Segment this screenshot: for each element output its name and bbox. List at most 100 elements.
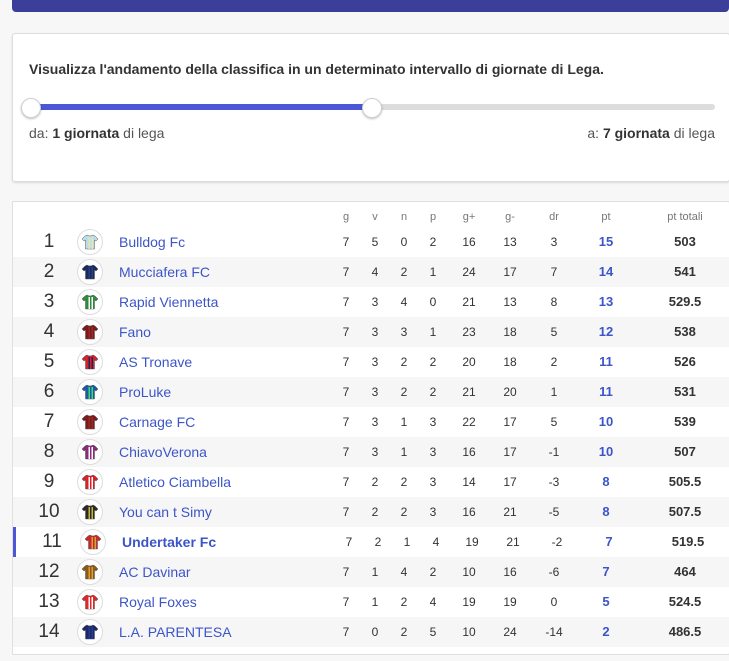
stat-dr: 0 — [550, 595, 558, 609]
table-row[interactable]: 3 Rapid Viennetta 7 3 4 0 21 13 8 13 529.5 — [13, 287, 729, 317]
stat-total-points: 507 — [674, 444, 696, 459]
range-to-label: a: 7 giornata di lega — [587, 125, 715, 141]
stat-dr: -3 — [548, 475, 560, 489]
stat-v: 5 — [371, 235, 379, 249]
stat-n: 1 — [400, 415, 408, 429]
table-row[interactable]: 6 ProLuke 7 3 2 2 21 20 1 11 531 — [13, 377, 729, 407]
table-row[interactable]: 14 L.A. PARENTESA 7 0 2 5 10 24 -14 2 486.5 — [13, 617, 729, 647]
table-row[interactable]: 13 Royal Foxes 7 1 2 4 19 19 0 5 524.5 — [13, 587, 729, 617]
stat-gf: 10 — [462, 565, 476, 579]
team-name-link[interactable]: AS Tronave — [119, 354, 193, 370]
table-row[interactable]: 9 Atletico Ciambella 7 2 2 3 14 17 -3 8 505.5 — [13, 467, 729, 497]
team-jersey-icon — [77, 379, 103, 405]
stat-g: 7 — [342, 265, 350, 279]
team-name-link[interactable]: You can t Simy — [119, 504, 212, 520]
to-suffix: di lega — [673, 125, 715, 141]
stat-ga: 17 — [503, 445, 517, 459]
team-jersey-icon — [77, 409, 103, 435]
team-name-link[interactable]: Mucciafera FC — [119, 264, 211, 280]
col-header-v: v — [372, 211, 378, 223]
team-rank: 5 — [43, 351, 55, 372]
stat-points: 13 — [598, 294, 614, 309]
stat-g: 7 — [342, 295, 350, 309]
from-value: 1 giornata — [52, 125, 120, 141]
stat-n: 1 — [403, 535, 411, 549]
stat-ga: 17 — [503, 265, 517, 279]
stat-gf: 16 — [462, 235, 476, 249]
team-name-link[interactable]: Atletico Ciambella — [119, 474, 232, 490]
table-row[interactable]: 2 Mucciafera FC 7 4 2 1 24 17 7 14 541 — [13, 257, 729, 287]
stat-total-points: 524.5 — [668, 594, 702, 609]
team-jersey-icon — [77, 559, 103, 585]
team-rank: 7 — [43, 411, 55, 432]
range-start-handle[interactable] — [21, 98, 41, 118]
stat-total-points: 526 — [674, 354, 696, 369]
stat-points: 12 — [598, 324, 614, 339]
team-name-link[interactable]: ProLuke — [119, 384, 172, 400]
team-rank: 4 — [43, 321, 55, 342]
stat-g: 7 — [342, 355, 350, 369]
table-row[interactable]: 7 Carnage FC 7 3 1 3 22 17 5 10 539 — [13, 407, 729, 437]
stat-g: 7 — [342, 625, 350, 639]
stat-ga: 21 — [503, 505, 517, 519]
table-row[interactable]: 12 AC Davinar 7 1 4 2 10 16 -6 7 464 — [13, 557, 729, 587]
table-row[interactable]: 11 Undertaker Fc 7 2 1 4 19 21 -2 7 519.5 — [13, 527, 729, 557]
stat-gf: 24 — [462, 265, 476, 279]
stat-ga: 18 — [503, 355, 517, 369]
to-value: 7 giornata — [602, 125, 670, 141]
range-from-label: da: 1 giornata di lega — [29, 125, 164, 141]
team-name-link[interactable]: Carnage FC — [119, 414, 196, 430]
table-row[interactable]: 8 ChiavoVerona 7 3 1 3 16 17 -1 10 507 — [13, 437, 729, 467]
range-end-handle[interactable] — [362, 98, 382, 118]
stat-gf: 16 — [462, 505, 476, 519]
team-name-link[interactable]: AC Davinar — [119, 564, 191, 580]
team-jersey-icon — [77, 619, 103, 645]
stat-n: 2 — [400, 355, 408, 369]
col-header-g: g — [342, 211, 350, 223]
stat-gf: 23 — [462, 325, 476, 339]
stat-dr: -1 — [548, 445, 560, 459]
stat-p: 3 — [429, 505, 437, 519]
stat-points: 5 — [602, 594, 610, 609]
team-name-link[interactable]: Rapid Viennetta — [119, 294, 219, 310]
stat-ga: 24 — [503, 625, 517, 639]
stat-v: 3 — [371, 295, 379, 309]
stat-ga: 19 — [503, 595, 517, 609]
team-name-link[interactable]: L.A. PARENTESA — [119, 624, 232, 640]
stat-n: 2 — [400, 625, 408, 639]
stat-points: 11 — [599, 384, 613, 399]
stat-gf: 22 — [462, 415, 476, 429]
table-row[interactable]: 10 You can t Simy 7 2 2 3 16 21 -5 8 507.5 — [13, 497, 729, 527]
stat-dr: -2 — [551, 535, 563, 549]
col-header-ga: g- — [505, 211, 515, 223]
team-name-link[interactable]: ChiavoVerona — [119, 444, 207, 460]
stat-g: 7 — [342, 235, 350, 249]
header-bar — [12, 0, 729, 12]
table-row[interactable]: 1 Bulldog Fc 7 5 0 2 16 13 3 15 503 — [13, 227, 729, 257]
team-name-link[interactable]: Bulldog Fc — [119, 234, 186, 250]
team-jersey-icon — [77, 499, 103, 525]
stat-points: 7 — [602, 564, 610, 579]
team-rank: 10 — [38, 501, 60, 522]
stat-points: 2 — [602, 624, 610, 639]
filter-title: Visualizza l'andamento della classifica … — [29, 61, 604, 77]
stat-p: 3 — [429, 415, 437, 429]
stat-n: 1 — [400, 445, 408, 459]
stat-dr: 5 — [550, 325, 558, 339]
stat-dr: -5 — [548, 505, 560, 519]
team-rank: 13 — [38, 591, 60, 612]
stat-dr: 5 — [550, 415, 558, 429]
col-header-n: n — [400, 211, 408, 223]
team-jersey-icon — [77, 289, 103, 315]
team-name-link[interactable]: Royal Foxes — [119, 594, 197, 610]
team-jersey-icon — [77, 349, 103, 375]
table-row[interactable]: 5 AS Tronave 7 3 2 2 20 18 2 11 526 — [13, 347, 729, 377]
team-name-link[interactable]: Fano — [119, 324, 151, 340]
stat-v: 3 — [371, 385, 379, 399]
table-row[interactable]: 4 Fano 7 3 3 1 23 18 5 12 538 — [13, 317, 729, 347]
stat-dr: -14 — [545, 625, 563, 639]
stat-v: 4 — [371, 265, 379, 279]
team-name-link[interactable]: Undertaker Fc — [122, 534, 217, 550]
team-rank: 6 — [43, 381, 55, 402]
stat-total-points: 538 — [674, 324, 696, 339]
